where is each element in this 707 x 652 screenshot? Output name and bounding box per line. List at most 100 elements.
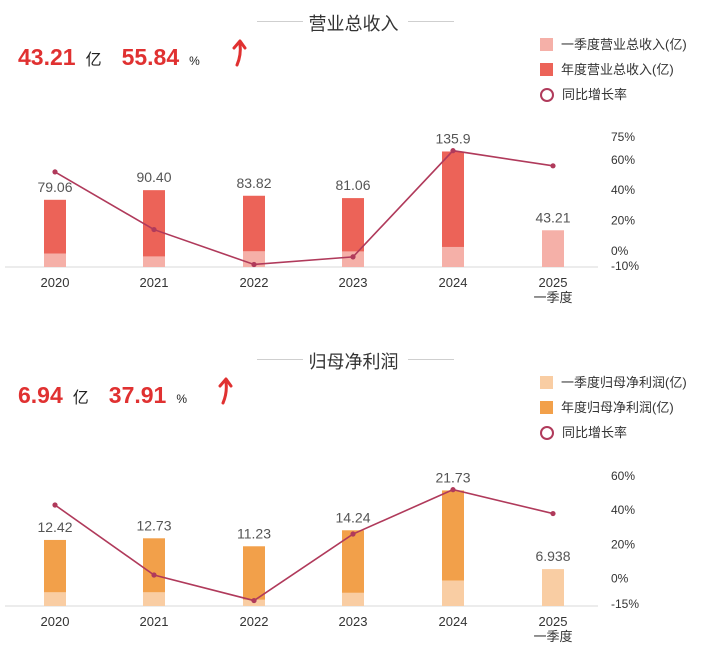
growth-rate-point xyxy=(350,254,356,260)
legend-swatch-annual xyxy=(540,63,553,77)
chart-title-row: 归母净利润 xyxy=(0,348,707,372)
growth-rate-point xyxy=(450,148,456,154)
x-tick-sublabel: 一季度 xyxy=(533,290,572,305)
annual-bar xyxy=(442,490,464,606)
bar-value-label: 12.73 xyxy=(136,517,171,533)
title-divider-right xyxy=(408,359,454,360)
growth-rate-point xyxy=(550,510,556,517)
annual-bar xyxy=(44,199,66,267)
chart-title: 归母净利润 xyxy=(308,352,399,372)
growth-rate-point xyxy=(550,163,556,169)
x-tick-label: 2023 xyxy=(339,275,368,290)
y2-tick-label: 75% xyxy=(611,130,635,144)
q1-bar xyxy=(342,592,364,606)
bar-value-label: 11.23 xyxy=(237,525,271,541)
annual-bar xyxy=(243,195,265,267)
x-tick-label: 2022 xyxy=(240,275,269,290)
bar-value-label: 12.42 xyxy=(37,519,72,535)
legend-label: 年度营业总收入(亿) xyxy=(561,62,674,77)
legend-item-growth[interactable]: 同比增长率 xyxy=(540,420,687,445)
growth-rate-point xyxy=(251,261,257,268)
headline-kpi: 6.94 亿 37.91% xyxy=(18,377,233,414)
q1-bar xyxy=(143,256,165,267)
bar-value-label: 43.21 xyxy=(535,209,570,225)
q1-bar xyxy=(143,592,165,606)
title-divider-right xyxy=(408,21,454,22)
headline-kpi: 43.21 亿 55.84% xyxy=(18,39,247,76)
annual-bar xyxy=(342,198,364,267)
bar-value-label: 90.40 xyxy=(136,169,171,185)
up-arrow-icon xyxy=(232,39,247,67)
x-tick-label: 2021 xyxy=(140,275,169,290)
title-divider-left xyxy=(257,21,303,22)
growth-rate-point xyxy=(52,502,58,508)
bar-value-label: 83.82 xyxy=(236,175,271,191)
headline-value: 6.94 xyxy=(18,382,63,408)
q1-bar xyxy=(442,246,464,267)
y2-tick-label: 40% xyxy=(611,183,635,197)
legend-item-annual[interactable]: 年度营业总收入(亿) xyxy=(540,57,687,82)
legend-circle-icon xyxy=(540,87,554,102)
legend-label: 同比增长率 xyxy=(562,87,628,102)
net-profit-plot: 12.42 2020 12.73 2021 11.23 2022 14.24 2023 21.7… xyxy=(5,469,639,644)
legend-swatch-q1 xyxy=(540,38,553,52)
growth-rate-line xyxy=(54,488,554,602)
chart-title-row: 营业总收入 xyxy=(0,10,707,34)
y2-tick-label: -10% xyxy=(611,259,639,273)
bar-value-label: 81.06 xyxy=(335,177,370,193)
growth-rate-point xyxy=(450,487,456,493)
y2-tick-label: 0% xyxy=(611,571,629,585)
x-tick-label: 2020 xyxy=(41,614,70,629)
headline-growth-unit: % xyxy=(189,54,200,68)
title-divider-left xyxy=(257,359,303,360)
x-tick-label: 2021 xyxy=(140,614,169,629)
legend-item-q1[interactable]: 一季度营业总收入(亿) xyxy=(540,32,687,57)
growth-rate-point xyxy=(251,597,257,604)
q1-bar xyxy=(542,569,564,606)
y2-tick-label: 60% xyxy=(611,469,635,483)
revenue-chart-panel: 营业总收入 43.21 亿 55.84% 一季度营业总收入(亿) 年度营业总收入(亿… xyxy=(0,0,707,320)
headline-value: 43.21 xyxy=(18,44,76,70)
x-tick-sublabel: 一季度 xyxy=(533,629,572,644)
bar-value-label: 79.06 xyxy=(37,179,72,195)
net-profit-chart-panel: 归母净利润 6.94 亿 37.91% 一季度归母净利润(亿) 年度归母净利润(亿)… xyxy=(0,338,707,652)
x-tick-label: 2025 xyxy=(539,275,568,290)
x-tick-label: 2020 xyxy=(41,275,70,290)
legend-label: 一季度归母净利润(亿) xyxy=(561,375,687,390)
growth-rate-point xyxy=(151,572,157,578)
y2-tick-label: 60% xyxy=(611,153,635,167)
legend-item-q1[interactable]: 一季度归母净利润(亿) xyxy=(540,370,687,395)
bar-value-label: 6.938 xyxy=(535,548,570,564)
x-tick-label: 2022 xyxy=(240,614,269,629)
legend-label: 年度归母净利润(亿) xyxy=(561,400,674,415)
bar-value-label: 21.73 xyxy=(435,469,470,485)
x-tick-label: 2024 xyxy=(439,614,468,629)
x-tick-label: 2025 xyxy=(539,614,568,629)
headline-unit: 亿 xyxy=(85,52,102,69)
legend-label: 一季度营业总收入(亿) xyxy=(561,37,687,52)
y2-tick-label: 0% xyxy=(611,244,629,258)
up-arrow-icon xyxy=(218,377,233,405)
x-tick-label: 2023 xyxy=(339,614,368,629)
annual-bar xyxy=(442,151,464,267)
headline-growth-unit: % xyxy=(176,392,188,406)
q1-bar xyxy=(44,253,66,267)
legend-item-annual[interactable]: 年度归母净利润(亿) xyxy=(540,395,687,420)
growth-rate-point xyxy=(52,169,58,175)
chart-legend: 一季度营业总收入(亿) 年度营业总收入(亿) 同比增长率 xyxy=(540,32,687,107)
y2-tick-label: 20% xyxy=(611,213,635,227)
legend-label: 同比增长率 xyxy=(562,425,628,440)
annual-bar xyxy=(143,538,165,606)
annual-bar xyxy=(342,530,364,606)
growth-rate-point xyxy=(350,531,356,537)
y2-tick-label: 40% xyxy=(611,503,635,517)
annual-bar xyxy=(243,546,265,606)
growth-rate-line xyxy=(54,149,554,266)
bar-value-label: 14.24 xyxy=(335,509,370,525)
legend-item-growth[interactable]: 同比增长率 xyxy=(540,82,687,107)
legend-swatch-annual xyxy=(540,401,553,415)
chart-legend: 一季度归母净利润(亿) 年度归母净利润(亿) 同比增长率 xyxy=(540,370,687,445)
y2-tick-label: -15% xyxy=(611,597,639,611)
q1-bar xyxy=(44,592,66,606)
bar-value-label: 135.9 xyxy=(435,130,470,146)
